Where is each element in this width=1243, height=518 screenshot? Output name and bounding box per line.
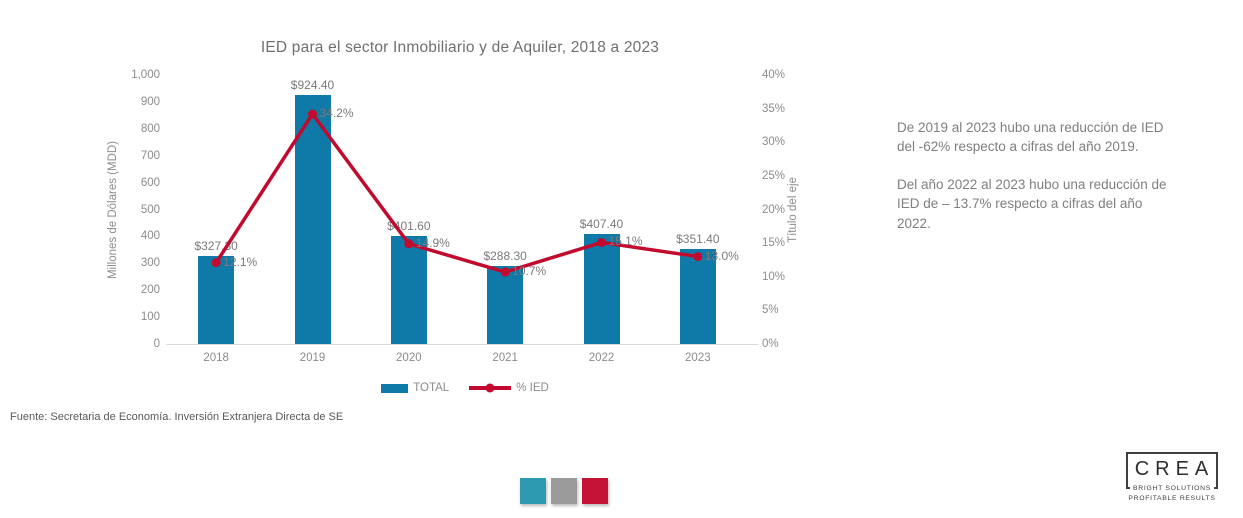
left-axis-tick: 300 [140,257,160,270]
left-axis-tick: 800 [140,122,160,135]
bar-value-label: $327.30 [194,238,238,253]
crea-logo-name: CREA [1134,458,1215,480]
left-axis-tick: 400 [140,230,160,243]
pct-ied-marker-icon [500,267,510,277]
pct-ied-line [214,112,699,274]
commentary-paragraph-2: Del año 2022 al 2023 hubo una reducción … [897,177,1167,231]
right-axis-tick: 30% [762,136,786,149]
commentary-paragraph-1: De 2019 al 2023 hubo una reducción de IE… [897,120,1164,155]
palette-swatch-row [520,478,608,504]
bar-2018 [198,255,235,344]
line-value-label: 15.1% [608,234,643,249]
left-axis-tick: 1,000 [131,69,160,81]
x-axis-label: 2021 [492,352,518,364]
pct-ied-marker-icon [308,109,317,119]
legend-line-marker-icon [485,383,495,393]
x-axis-label: 2022 [588,352,615,364]
pct-ied-marker-icon [404,239,414,249]
right-axis-tick: 20% [762,203,786,216]
palette-swatch-teal [520,478,546,504]
right-axis-tick: 25% [762,169,786,182]
line-value-label: 10.7% [512,264,547,279]
x-axis-label: 2019 [299,352,326,364]
line-value-label: 13.0% [704,248,739,263]
bar-value-label: $351.40 [676,232,720,247]
right-axis-tick: 0% [762,338,779,350]
line-value-label: 14.9% [415,235,450,250]
bar-2023 [679,249,716,344]
left-axis-tick: 700 [140,149,160,162]
pct-ied-line-series [211,109,703,277]
legend-line-swatch-icon [469,383,512,393]
palette-swatch-red [582,478,608,504]
left-axis-tick: 200 [140,284,160,297]
right-axis-tick: 5% [762,304,779,317]
bar-2022 [583,234,620,344]
bar-2021 [487,266,524,344]
left-axis-tick: 900 [140,95,160,108]
x-axis-line [166,344,758,345]
right-axis-tick: 40% [762,69,786,81]
bar-2020 [390,235,427,344]
palette-swatch-gray [551,478,577,504]
chart-title: IED para el sector Inmobiliario y de Aqu… [260,39,660,56]
x-axis-label: 2023 [685,352,711,364]
right-axis-tick: 10% [762,270,786,283]
bar-2019 [294,95,331,344]
left-axis-tick: 0 [153,338,160,350]
left-axis-tick: 500 [140,203,160,216]
crea-logo-tagline-1: BRIGHT SOLUTIONS [1130,485,1214,492]
legend-bar-swatch-icon [381,383,409,393]
legend-item-total: TOTAL [381,382,449,394]
x-axis-label: 2018 [203,352,229,364]
source-note: Fuente: Secretaria de Economía. Inversió… [10,411,344,423]
pct-ied-marker-icon [211,258,221,268]
legend-pct-ied-label: % IED [516,382,549,394]
bar-value-label: $924.40 [290,78,335,93]
legend-total-label: TOTAL [413,382,450,394]
bar-value-label: $407.40 [579,217,624,232]
left-axis-tick: 600 [140,176,160,189]
crea-logo-tagline-2: PROFITABLE RESULTS [1128,495,1216,502]
line-value-label: 34.2% [319,106,354,120]
right-axis-tick: 35% [762,102,786,115]
x-axis-label: 2020 [396,352,422,364]
crea-logo: CREA BRIGHT SOLUTIONS PROFITABLE RESULTS [1126,452,1218,502]
pct-ied-marker-icon [597,237,606,247]
commentary-block: De 2019 al 2023 hubo una reducción de IE… [897,118,1169,252]
legend-item-pct-ied: % IED [469,382,549,394]
right-axis-tick: 15% [762,237,786,250]
chart-legend: TOTAL % IED [355,382,575,394]
line-value-label: 12.1% [223,254,258,269]
pct-ied-marker-icon [693,252,703,262]
left-axis-tick: 100 [140,311,160,324]
bar-value-label: $288.30 [483,249,527,264]
